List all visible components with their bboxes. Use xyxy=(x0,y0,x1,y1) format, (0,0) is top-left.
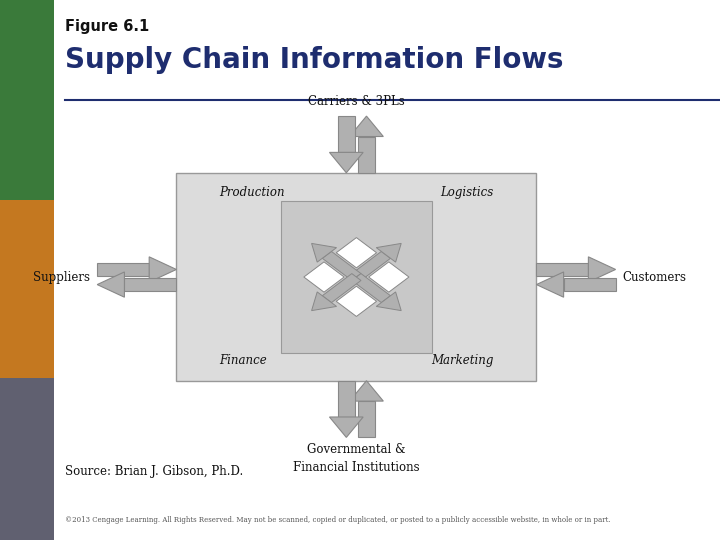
Polygon shape xyxy=(336,286,377,316)
Polygon shape xyxy=(323,274,361,302)
Text: Governmental &: Governmental & xyxy=(307,443,405,456)
Polygon shape xyxy=(564,278,616,291)
Text: Production: Production xyxy=(220,186,285,199)
Text: Supply Chain Information Flows: Supply Chain Information Flows xyxy=(65,46,563,74)
Polygon shape xyxy=(149,257,176,282)
Text: Marketing: Marketing xyxy=(431,354,493,367)
Polygon shape xyxy=(350,116,383,137)
Polygon shape xyxy=(536,263,588,276)
Bar xyxy=(0,0,54,200)
Polygon shape xyxy=(336,238,377,268)
Polygon shape xyxy=(338,116,355,152)
Bar xyxy=(0,200,54,378)
Polygon shape xyxy=(350,381,383,401)
Text: Logistics: Logistics xyxy=(440,186,493,199)
Polygon shape xyxy=(352,252,390,280)
Polygon shape xyxy=(536,272,564,297)
Text: Finance: Finance xyxy=(220,354,267,367)
Polygon shape xyxy=(330,417,363,437)
Polygon shape xyxy=(304,262,344,292)
Polygon shape xyxy=(312,292,336,310)
Bar xyxy=(0,378,54,540)
Text: Customers: Customers xyxy=(623,271,687,284)
Polygon shape xyxy=(358,401,375,437)
Polygon shape xyxy=(352,274,390,302)
Polygon shape xyxy=(97,263,149,276)
Polygon shape xyxy=(358,137,375,173)
Polygon shape xyxy=(312,244,336,262)
Text: Carriers & 3PLs: Carriers & 3PLs xyxy=(308,95,405,108)
Text: Figure 6.1: Figure 6.1 xyxy=(65,19,149,34)
Polygon shape xyxy=(369,262,409,292)
Text: Suppliers: Suppliers xyxy=(33,271,90,284)
Text: Financial Institutions: Financial Institutions xyxy=(293,461,420,474)
Polygon shape xyxy=(588,257,616,282)
Polygon shape xyxy=(338,381,355,417)
Polygon shape xyxy=(323,252,361,280)
Polygon shape xyxy=(377,292,401,310)
Polygon shape xyxy=(97,272,125,297)
Polygon shape xyxy=(125,278,176,291)
Text: Source: Brian J. Gibson, Ph.D.: Source: Brian J. Gibson, Ph.D. xyxy=(65,465,243,478)
Text: ©2013 Cengage Learning. All Rights Reserved. May not be scanned, copied or dupli: ©2013 Cengage Learning. All Rights Reser… xyxy=(65,516,611,524)
Bar xyxy=(176,173,536,381)
Polygon shape xyxy=(330,152,363,173)
Bar xyxy=(281,201,432,353)
Polygon shape xyxy=(377,244,401,262)
